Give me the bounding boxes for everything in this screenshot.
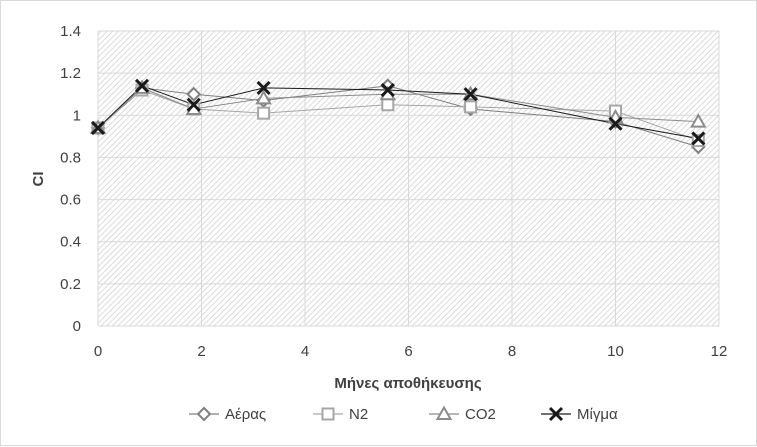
y-axis-ticks: 0 0.2 0.4 0.6 0.8 1 1.2 1.4 [60,23,81,335]
legend-item: CO2 [429,405,496,423]
x-axis-ticks: 0 2 4 6 8 10 12 [94,343,728,360]
y-axis-title: CI [30,172,47,187]
y-tick-label: 1.4 [60,23,81,40]
x-tick-label: 6 [404,343,412,360]
legend: Αέρας N2 CO2 Μίγμα [189,405,618,423]
series-lines [97,85,699,148]
series-3-point [463,87,478,102]
legend-marker [321,407,335,421]
legend-item: Μίγμα [541,406,618,423]
legend-marker [548,406,564,422]
y-tick-label: 0 [73,318,81,335]
series-3-point [186,97,201,112]
y-tick-label: 0.2 [60,276,81,293]
legend-label: CO2 [465,406,496,423]
series-1-point [464,100,478,114]
legend-marker [196,406,212,422]
series-1-point [257,106,271,120]
series-3-point [380,82,395,98]
y-tick-label: 0.6 [60,192,81,209]
y-tick-label: 0.8 [60,149,81,166]
legend-label: N2 [349,406,368,423]
y-tick-label: 1.2 [60,65,81,82]
y-tick-label: 0.4 [60,234,81,251]
series-markers [89,78,707,155]
series-3-point [256,80,271,95]
series-2-point [690,113,707,128]
legend-marker [435,405,453,420]
legend-label: Αέρας [225,406,266,423]
gridlines [97,30,720,327]
x-tick-label: 10 [607,343,624,360]
series-3-point [691,131,706,146]
legend-label: Μίγμα [577,406,618,423]
series-3-point [608,116,623,131]
series-line-1 [97,89,699,142]
x-tick-label: 2 [197,343,205,360]
series-2-point [255,89,272,105]
series-0-point [186,86,202,102]
x-tick-label: 4 [301,343,309,360]
y-tick-label: 1 [73,107,81,124]
legend-item: N2 [313,406,368,423]
x-tick-label: 0 [94,343,102,360]
series-line-2 [97,87,699,129]
legend-item: Αέρας [189,406,266,423]
series-line-3 [97,85,699,139]
series-3-point [134,78,150,93]
x-tick-label: 8 [508,343,516,360]
x-tick-label: 12 [711,343,728,360]
series-3-point [90,120,106,135]
x-axis-title: Μήνες αποθήκευσης [334,375,481,392]
series-1-point [381,98,395,112]
